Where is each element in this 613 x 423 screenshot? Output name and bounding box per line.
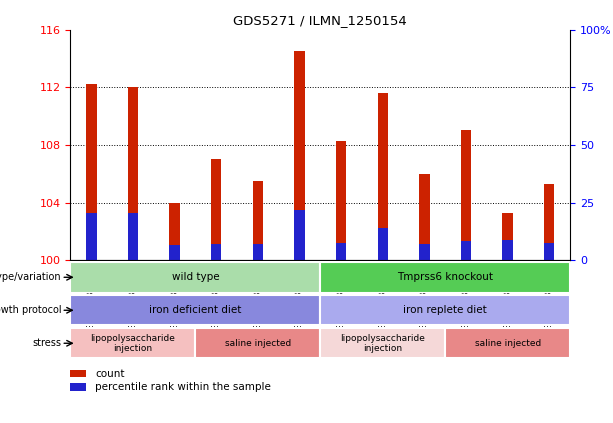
Bar bbox=[294, 51, 305, 260]
Text: saline injected: saline injected bbox=[474, 339, 541, 348]
Bar bbox=[128, 213, 138, 260]
Bar bbox=[419, 244, 430, 260]
Text: lipopolysaccharide
injection: lipopolysaccharide injection bbox=[91, 334, 175, 353]
Bar bbox=[461, 242, 471, 260]
Bar bbox=[253, 181, 263, 260]
Text: percentile rank within the sample: percentile rank within the sample bbox=[95, 382, 271, 392]
Text: stress: stress bbox=[32, 338, 61, 348]
Bar bbox=[320, 262, 570, 293]
Text: iron deficient diet: iron deficient diet bbox=[149, 305, 242, 315]
Bar bbox=[503, 240, 513, 260]
Bar bbox=[253, 244, 263, 260]
Bar bbox=[70, 383, 86, 391]
Bar bbox=[544, 243, 555, 260]
Bar bbox=[86, 213, 96, 260]
Bar bbox=[294, 210, 305, 260]
Bar bbox=[169, 245, 180, 260]
Bar bbox=[128, 87, 138, 260]
Bar bbox=[70, 295, 320, 326]
Bar bbox=[211, 159, 221, 260]
Bar bbox=[169, 203, 180, 260]
Text: saline injected: saline injected bbox=[225, 339, 291, 348]
Bar bbox=[70, 328, 196, 358]
Bar bbox=[503, 213, 513, 260]
Text: wild type: wild type bbox=[172, 272, 219, 282]
Bar bbox=[445, 328, 570, 358]
Bar bbox=[544, 184, 555, 260]
Text: iron replete diet: iron replete diet bbox=[403, 305, 487, 315]
Text: growth protocol: growth protocol bbox=[0, 305, 61, 315]
Bar bbox=[70, 262, 320, 293]
Bar bbox=[86, 84, 96, 260]
Bar bbox=[211, 244, 221, 260]
Bar bbox=[70, 370, 86, 377]
Bar bbox=[419, 174, 430, 260]
Bar bbox=[320, 295, 570, 326]
Text: lipopolysaccharide
injection: lipopolysaccharide injection bbox=[340, 334, 425, 353]
Bar bbox=[196, 328, 320, 358]
Bar bbox=[336, 243, 346, 260]
Title: GDS5271 / ILMN_1250154: GDS5271 / ILMN_1250154 bbox=[234, 14, 407, 27]
Text: Tmprss6 knockout: Tmprss6 knockout bbox=[397, 272, 493, 282]
Text: count: count bbox=[95, 368, 124, 379]
Bar bbox=[336, 140, 346, 260]
Bar bbox=[461, 130, 471, 260]
Bar bbox=[378, 228, 388, 260]
Bar bbox=[378, 93, 388, 260]
Bar bbox=[320, 328, 445, 358]
Text: genotype/variation: genotype/variation bbox=[0, 272, 61, 282]
